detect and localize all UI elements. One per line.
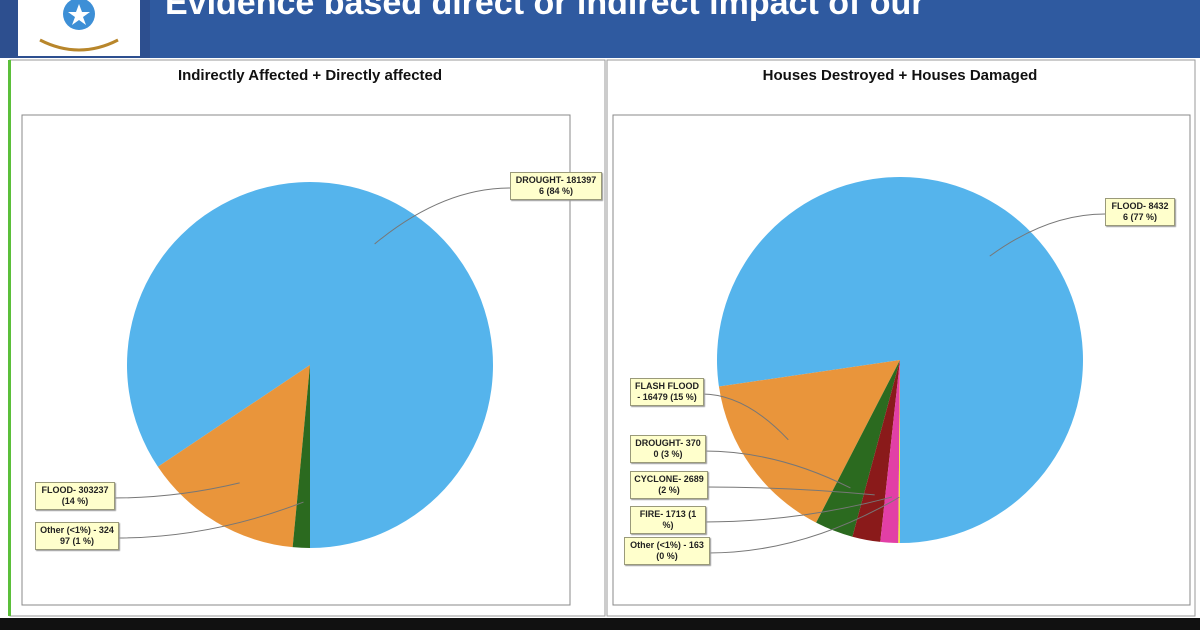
data-label: DROUGHT- 1813976 (84 %)	[510, 172, 602, 200]
data-label: CYCLONE- 2689 (2 %)	[630, 471, 708, 499]
pie-slice	[292, 365, 310, 548]
data-label: FLOOD- 303237 (14 %)	[35, 482, 115, 510]
panel	[606, 59, 1196, 617]
data-label: FLASH FLOOD- 16479 (15 %)	[630, 378, 704, 406]
header-title: Evidence based direct or indirect impact…	[165, 0, 925, 22]
pie-slice	[157, 365, 310, 548]
pie-slice	[717, 176, 1083, 543]
pie-slice	[718, 360, 900, 523]
pie-slice	[816, 360, 900, 537]
data-label: FLOOD- 84326 (77 %)	[1105, 198, 1175, 226]
leader-line	[703, 496, 893, 523]
leader-line	[701, 393, 789, 441]
leader-line	[707, 496, 900, 554]
panel-edge	[8, 60, 11, 616]
leader-line	[705, 486, 875, 496]
data-label: FIRE- 1713 (1 %)	[630, 506, 706, 534]
logo-star	[68, 4, 90, 25]
data-label: Other (<1%) - 163 (0 %)	[624, 537, 710, 565]
chart-title: Houses Destroyed + Houses Damaged	[763, 67, 1038, 84]
plot-frame	[21, 114, 571, 606]
plot-frame	[612, 114, 1191, 606]
data-label: DROUGHT- 3700 (3 %)	[630, 435, 706, 463]
leader-line	[374, 187, 511, 245]
leader-line	[703, 450, 851, 489]
data-label: Other (<1%) - 32497 (1 %)	[35, 522, 119, 550]
pie-slice	[880, 360, 900, 543]
logo-ribbon	[39, 38, 119, 52]
leader-line	[112, 482, 240, 499]
footer-bar	[0, 618, 1200, 630]
chart-title: Indirectly Affected + Directly affected	[178, 67, 442, 84]
leader-line	[989, 213, 1106, 257]
leader-line	[116, 501, 304, 539]
pie-slice	[852, 360, 900, 542]
header-band	[150, 0, 1200, 58]
